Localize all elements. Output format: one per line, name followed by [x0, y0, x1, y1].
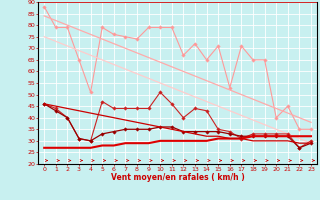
- X-axis label: Vent moyen/en rafales ( km/h ): Vent moyen/en rafales ( km/h ): [111, 173, 244, 182]
